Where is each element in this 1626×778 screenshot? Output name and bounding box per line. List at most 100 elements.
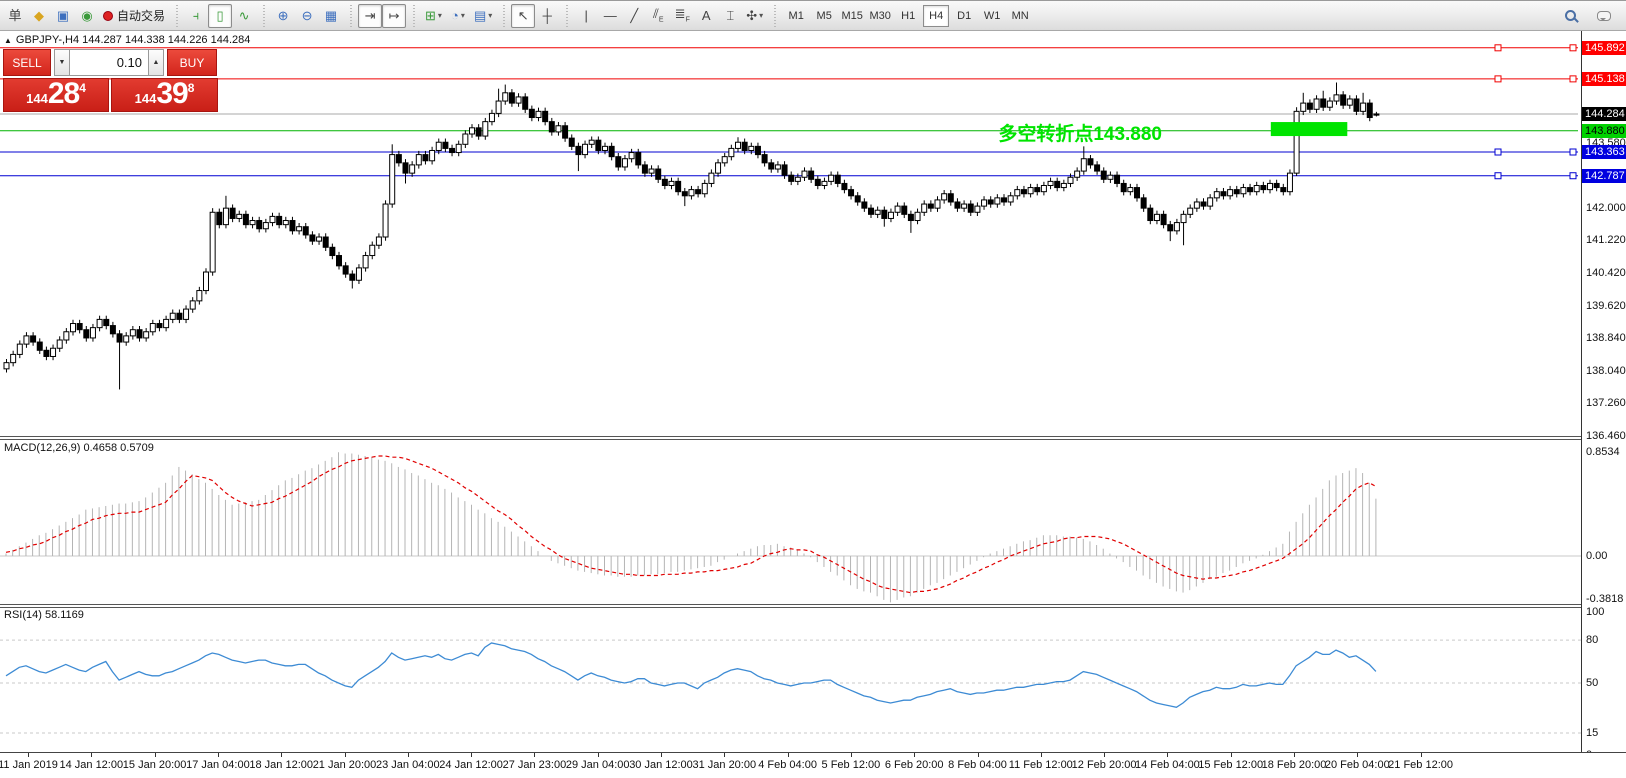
highlight-zone[interactable] bbox=[1270, 122, 1348, 137]
crosshair-button[interactable]: ┼ bbox=[535, 4, 559, 28]
metaeditor-button[interactable]: ▣ bbox=[51, 4, 75, 28]
timeframe-h1-button[interactable]: H1 bbox=[901, 9, 916, 22]
auto-scroll-button[interactable]: ↦ bbox=[382, 3, 407, 28]
panel-separator[interactable] bbox=[0, 604, 1626, 609]
macd-axis-label: 0.00 bbox=[1586, 550, 1608, 562]
time-tick bbox=[91, 753, 93, 757]
fibonacci-button[interactable]: ≣F bbox=[670, 4, 694, 28]
hline-handle[interactable] bbox=[1494, 75, 1502, 83]
rsi-axis-label: 15 bbox=[1586, 727, 1599, 740]
chat-button[interactable] bbox=[1592, 4, 1616, 28]
volume-increase-button[interactable]: ▲ bbox=[148, 49, 164, 76]
timeframe-mn-button[interactable]: MN bbox=[1011, 9, 1029, 22]
time-tick bbox=[724, 753, 726, 757]
buy-price-button[interactable]: 144 39 8 bbox=[111, 78, 218, 112]
time-tick-label: 29 Jan 04:00 bbox=[565, 759, 630, 771]
hline-handle[interactable] bbox=[1494, 44, 1502, 52]
hline-handle[interactable] bbox=[1494, 148, 1502, 156]
line-chart-button[interactable]: ∿ bbox=[232, 4, 256, 28]
timeframe-w1-button[interactable]: W1 bbox=[983, 9, 1001, 22]
candlestick-chart-button[interactable]: ▯ bbox=[208, 3, 233, 28]
time-tick-label: 27 Jan 23:00 bbox=[502, 759, 567, 771]
templates-button[interactable]: ▤ ▾ bbox=[470, 4, 496, 28]
arrows-icon: ✣ bbox=[746, 8, 758, 23]
time-tick bbox=[914, 753, 916, 757]
time-tick-label: 31 Jan 20:00 bbox=[692, 759, 757, 771]
price-axis[interactable]: 143.580 142.000 141.220 140.420 139.620 138.8… bbox=[1582, 31, 1626, 752]
zoom-in-button[interactable]: ⊕ bbox=[271, 4, 295, 28]
panel-separator[interactable] bbox=[0, 436, 1626, 441]
price-tick-label: 138.840 bbox=[1586, 332, 1626, 345]
time-tick-label: 6 Feb 20:00 bbox=[884, 759, 944, 771]
time-tick-label: 23 Jan 04:00 bbox=[375, 759, 440, 771]
text-label-button[interactable]: ⌶ bbox=[718, 4, 742, 28]
buy-price-big: 39 bbox=[156, 77, 188, 110]
market-watch-button[interactable]: ◆ bbox=[27, 4, 51, 28]
timeframe-m30-button[interactable]: M30 bbox=[869, 9, 891, 22]
hline-handle[interactable] bbox=[1494, 172, 1502, 180]
time-tick bbox=[1040, 753, 1042, 757]
tile-windows-button[interactable]: ▦ bbox=[319, 4, 343, 28]
main-price-chart[interactable] bbox=[0, 31, 1581, 437]
time-tick-label: 14 Jan 12:00 bbox=[59, 759, 124, 771]
timeframe-h4-button[interactable]: H4 bbox=[923, 4, 950, 27]
sell-button[interactable]: SELL bbox=[3, 49, 51, 76]
bar-chart-button[interactable]: ⫞ bbox=[184, 4, 208, 28]
autotrading-button[interactable]: 自动交易 bbox=[99, 4, 169, 28]
chat-icon bbox=[1597, 10, 1611, 21]
buy-button[interactable]: BUY bbox=[167, 49, 217, 76]
time-tick-label: 8 Feb 04:00 bbox=[948, 759, 1007, 771]
text-button[interactable]: A bbox=[694, 4, 718, 28]
zoom-out-button[interactable]: ⊖ bbox=[295, 4, 319, 28]
volume-decrease-button[interactable]: ▼ bbox=[54, 49, 70, 76]
rsi-indicator-chart[interactable] bbox=[0, 608, 1581, 752]
signals-icon: ◉ bbox=[81, 8, 93, 23]
price-tick-label: 140.420 bbox=[1586, 267, 1626, 280]
market-watch-icon: ◆ bbox=[34, 8, 44, 23]
macd-indicator-chart[interactable] bbox=[0, 440, 1581, 605]
toolbar-separator bbox=[564, 4, 570, 27]
time-axis[interactable]: 11 Jan 2019 14 Jan 12:00 15 Jan 20:00 17 Ja… bbox=[0, 753, 1626, 778]
timeframe-m5-button[interactable]: M5 bbox=[816, 9, 832, 22]
buy-price-prefix: 144 bbox=[134, 91, 157, 106]
toolbar-group-lines: | — ╱ ⫽E ≣F A ⌶ ✣ ▾ bbox=[571, 1, 770, 31]
timeframe-m1-button[interactable]: M1 bbox=[788, 9, 804, 22]
level-price-label: 143.363 bbox=[1582, 145, 1626, 159]
trendline-button[interactable]: ╱ bbox=[622, 4, 646, 28]
time-tick-label: 21 Feb 12:00 bbox=[1388, 759, 1454, 771]
signals-button[interactable]: ◉ bbox=[75, 4, 99, 28]
tile-windows-icon: ▦ bbox=[324, 8, 338, 23]
chart-shift-button[interactable]: ⇥ bbox=[358, 3, 383, 28]
time-tick bbox=[1167, 753, 1169, 757]
crosshair-icon: ┼ bbox=[542, 8, 552, 23]
volume-input[interactable] bbox=[70, 49, 148, 76]
vertical-line-button[interactable]: | bbox=[574, 4, 598, 28]
cursor-button[interactable]: ↖ bbox=[511, 3, 536, 28]
sell-price-button[interactable]: 144 28 4 bbox=[3, 78, 109, 112]
time-tick-label: 18 Feb 20:00 bbox=[1261, 759, 1327, 771]
arrows-button[interactable]: ✣ ▾ bbox=[742, 4, 767, 28]
toolbar: 单 ◆ ▣ ◉ 自动交易 ⫞ ▯ ∿ ⊕ ⊖ ▦ ⇥ ↦ ⊞ ▾ bbox=[0, 1, 1626, 31]
equidistant-channel-button[interactable]: ⫽E bbox=[646, 4, 670, 28]
periods-button[interactable]: ◔ ▾ bbox=[446, 4, 470, 28]
timeframe-m15-button[interactable]: M15 bbox=[841, 9, 863, 22]
rsi-label: RSI(14) 58.1169 bbox=[4, 609, 84, 621]
time-tick-label: 21 Jan 20:00 bbox=[312, 759, 377, 771]
price-tick-label: 137.260 bbox=[1586, 397, 1626, 410]
time-tick bbox=[471, 753, 473, 757]
horizontal-line-button[interactable]: — bbox=[598, 4, 622, 28]
sell-price-big: 28 bbox=[47, 77, 80, 110]
time-tick-label: 12 Feb 20:00 bbox=[1071, 759, 1137, 771]
level-price-label: 145.892 bbox=[1582, 40, 1626, 55]
macd-axis-label: -0.3818 bbox=[1586, 593, 1624, 605]
timeframe-d1-button[interactable]: D1 bbox=[957, 9, 972, 22]
time-tick-label: 20 Feb 04:00 bbox=[1324, 759, 1390, 771]
search-button[interactable] bbox=[1558, 4, 1582, 28]
time-tick bbox=[154, 753, 156, 757]
add-indicator-button[interactable]: ⊞ ▾ bbox=[421, 4, 446, 28]
symbol-collapse-icon[interactable]: ▲ bbox=[4, 35, 12, 45]
panel-separator bbox=[0, 752, 1626, 753]
toolbar-group-chart-type: ⫞ ▯ ∿ bbox=[181, 1, 259, 31]
new-order-button[interactable]: 单 bbox=[3, 4, 27, 28]
